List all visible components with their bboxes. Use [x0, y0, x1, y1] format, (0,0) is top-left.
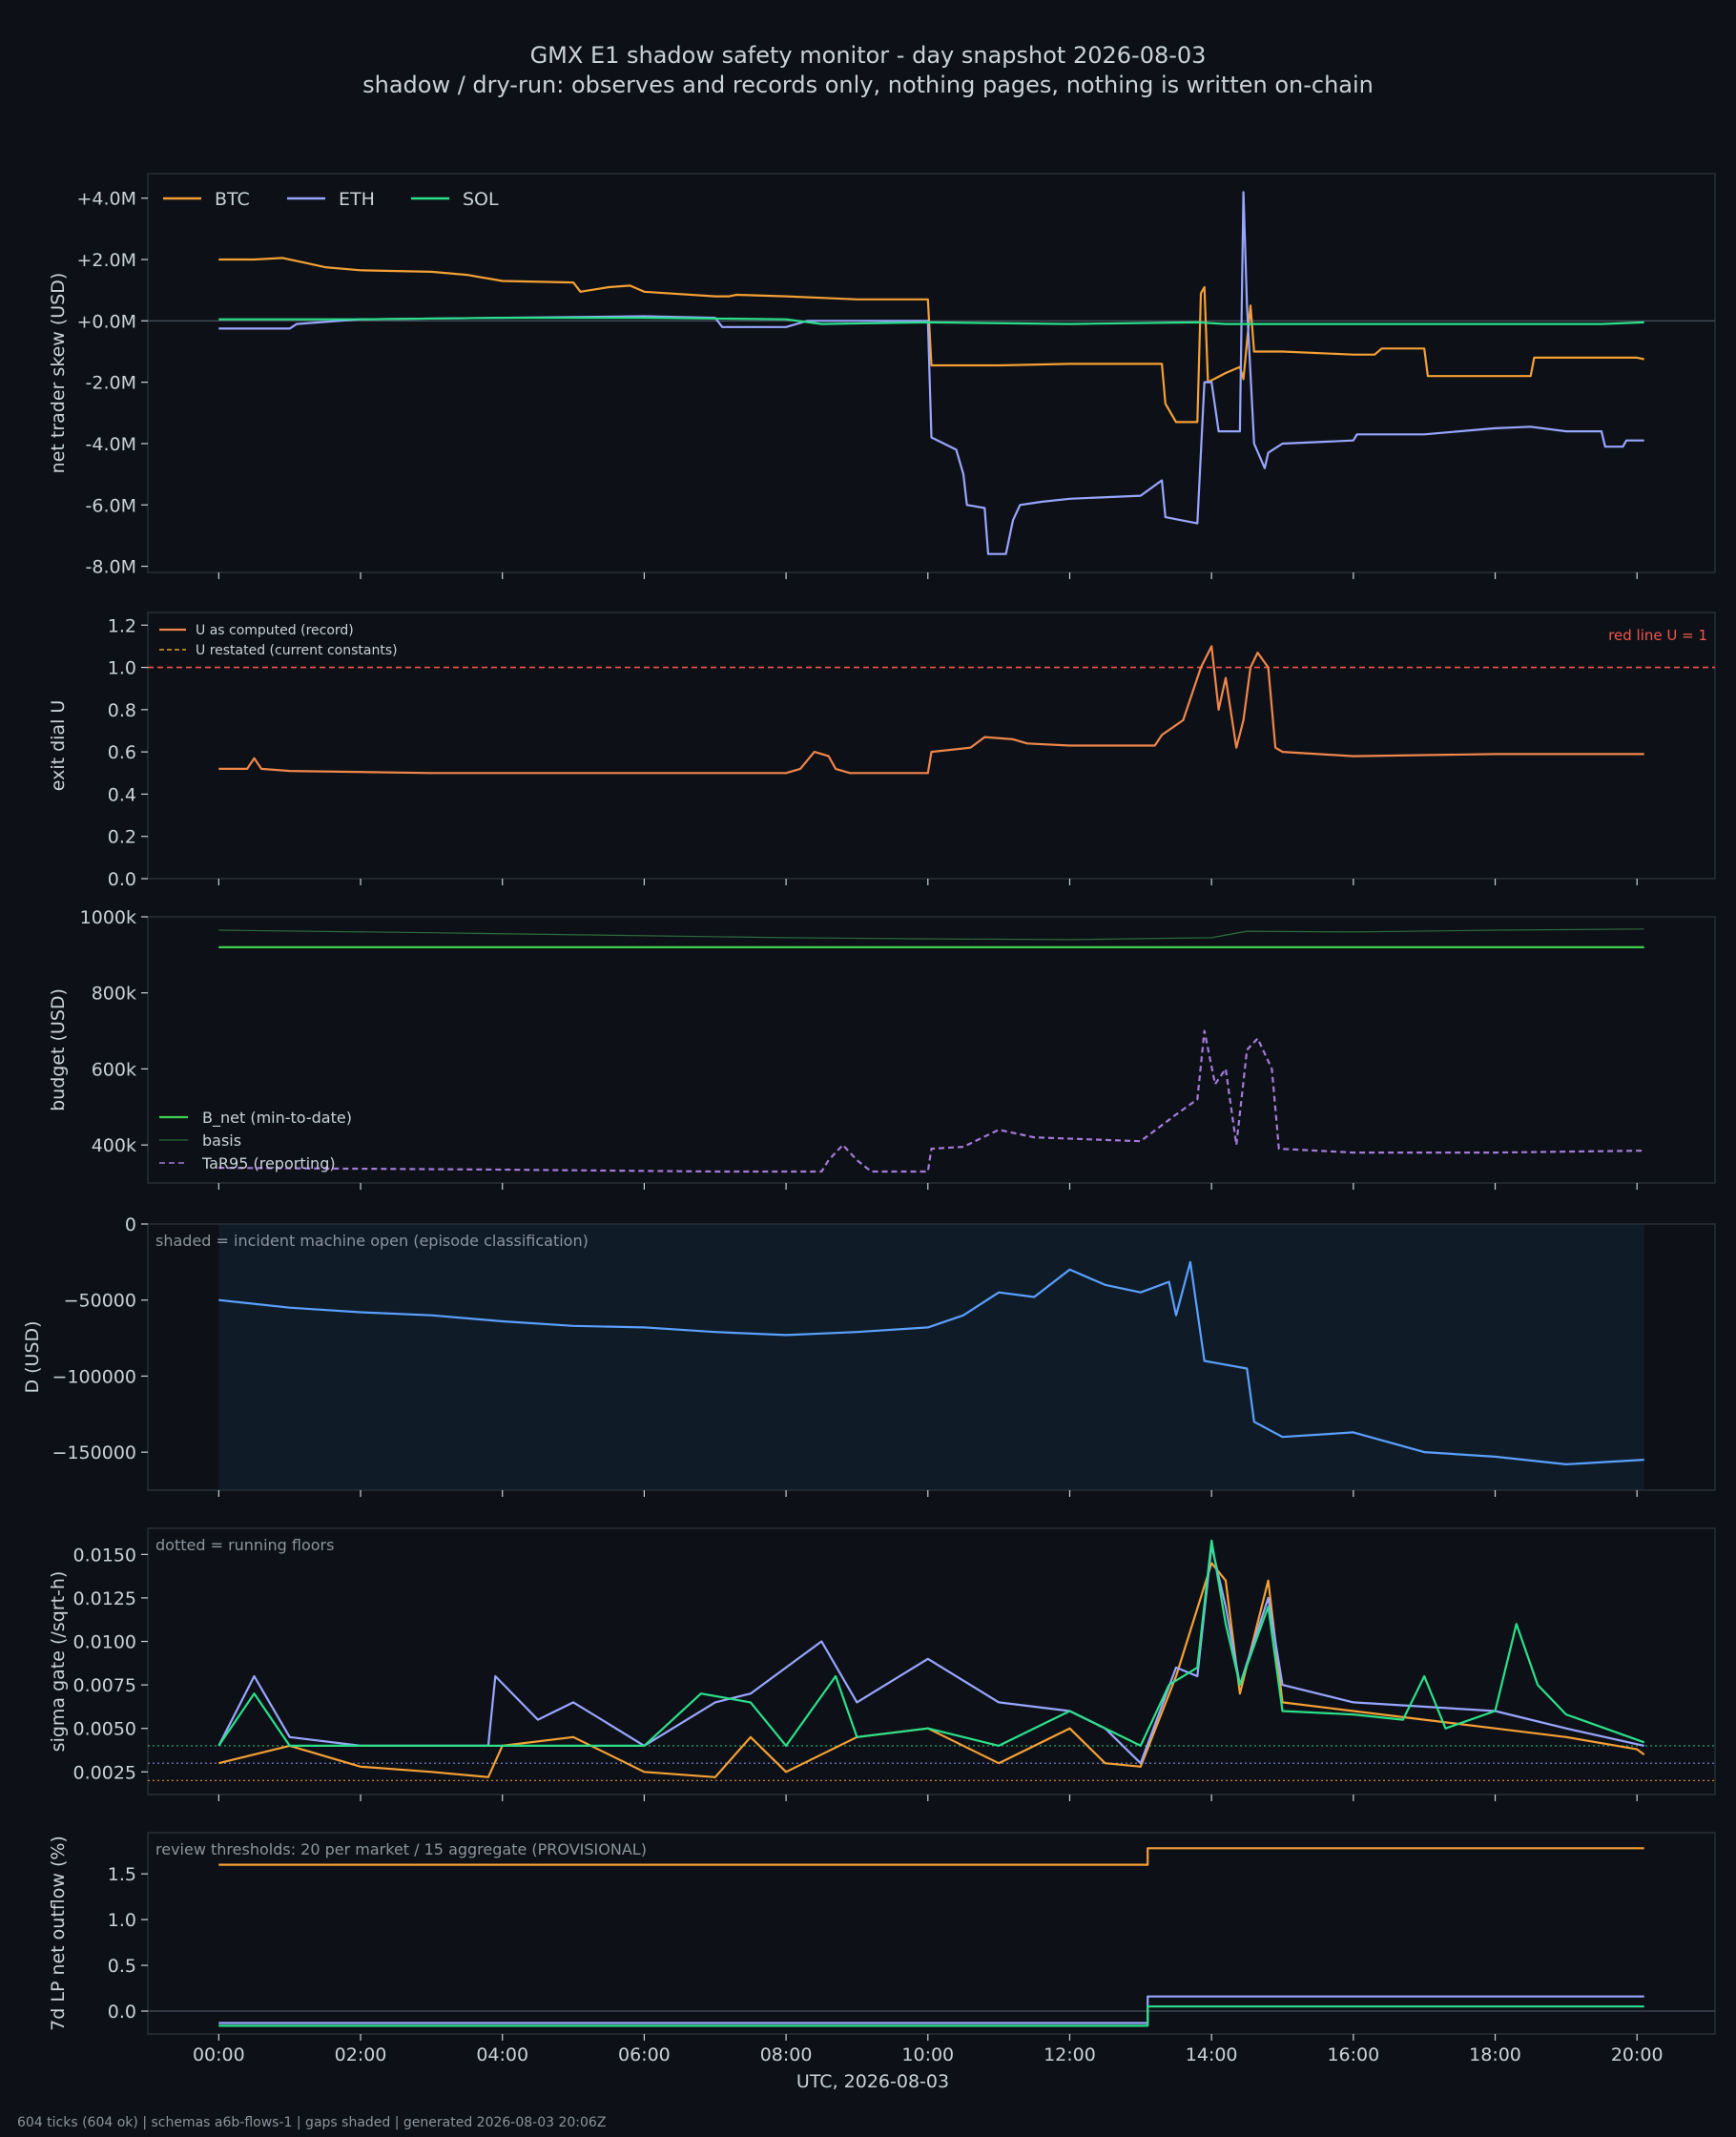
y-tick-label: 0	[125, 1214, 136, 1235]
y-axis-label: net trader skew (USD)	[48, 273, 69, 474]
series-eth	[218, 1995, 1644, 2024]
x-tick-label: 12:00	[1044, 2044, 1096, 2065]
series-sol	[217, 1539, 1645, 1748]
panel-lp: 1.5 1.0 0.5 0.0 00:00 02:00 04:00 06:00 08:00 10:…	[48, 1832, 1716, 2065]
panel-frame	[147, 1223, 1716, 1491]
x-tick-label: 16:00	[1327, 2044, 1379, 2065]
panel-frame	[147, 1527, 1716, 1795]
panel-frame	[147, 1832, 1716, 2035]
y-tick-label: 1.0	[108, 1910, 136, 1931]
figure-subtitle: shadow / dry-run: observes and records o…	[362, 72, 1374, 98]
legend-label: ETH	[339, 189, 375, 210]
y-tick-label: -2.0M	[86, 373, 136, 394]
x-tick-label: 06:00	[618, 2044, 671, 2065]
legend-label: basis	[202, 1131, 241, 1150]
x-tick-label: 08:00	[760, 2044, 813, 2065]
y-axis-label: sigma gate (/sqrt-h)	[48, 1571, 69, 1753]
y-tick-label: +4.0M	[76, 189, 136, 210]
y-tick-label: -4.0M	[86, 434, 136, 455]
y-tick-label: 0.0	[108, 2002, 136, 2023]
series-basis	[218, 928, 1644, 941]
y-tick-label: −150000	[52, 1442, 136, 1463]
y-tick-label: 0.0	[108, 869, 136, 890]
series-eth	[217, 1545, 1644, 1765]
y-tick-label: 600k	[92, 1059, 136, 1080]
legend-label: U restated (current constants)	[196, 643, 398, 658]
legend-label: B_net (min-to-date)	[202, 1109, 352, 1128]
y-axis-label: exit dial U	[48, 700, 69, 792]
panel-annotation: dotted = running floors	[155, 1536, 334, 1554]
y-tick-label: 400k	[92, 1135, 136, 1156]
panel-annotation: shaded = incident machine open (episode …	[155, 1232, 589, 1250]
series-d	[218, 1260, 1644, 1466]
red-line-annotation: red line U = 1	[1608, 627, 1707, 644]
x-tick-label: 14:00	[1186, 2044, 1238, 2065]
x-axis-label: UTC, 2026-08-03	[796, 2071, 949, 2092]
y-tick-label: +0.0M	[76, 311, 136, 332]
panel-budget: 1000k 800k 600k 400k budget (USD) B_net (min-…	[48, 907, 1716, 1190]
x-tick-label: 18:00	[1469, 2044, 1521, 2065]
y-tick-label: -6.0M	[86, 495, 136, 516]
x-tick-label: 20:00	[1611, 2044, 1664, 2065]
series-sol	[218, 317, 1644, 325]
legend-label: SOL	[463, 189, 499, 210]
y-tick-label: 0.0100	[73, 1632, 136, 1653]
incident-shade	[218, 1224, 1644, 1490]
y-tick-label: 0.5	[108, 1956, 136, 1977]
series-btc	[218, 1847, 1644, 1866]
series-tar95-reporting-	[218, 1029, 1644, 1173]
y-tick-label: 0.0150	[73, 1545, 136, 1566]
x-tick-label: 00:00	[193, 2044, 245, 2065]
y-tick-label: −100000	[52, 1366, 136, 1387]
series-eth	[218, 191, 1644, 555]
x-tick-label: 02:00	[335, 2044, 387, 2065]
y-tick-label: 1.0	[108, 658, 136, 679]
y-tick-label: 0.6	[108, 742, 136, 763]
panel-frame	[147, 173, 1716, 573]
y-tick-label: 800k	[92, 984, 136, 1005]
x-tick-label: 04:00	[476, 2044, 528, 2065]
y-axis-label: D (USD)	[22, 1320, 43, 1393]
panel-skew: +4.0M +2.0M +0.0M -2.0M -4.0M -6.0M -8.0M net t…	[48, 173, 1716, 579]
x-tick-label: 10:00	[901, 2044, 954, 2065]
legend-label: TaR95 (reporting)	[201, 1154, 336, 1172]
panel-sigma: 0.0150 0.0125 0.0100 0.0075 0.0050 0.0025sigm…	[48, 1527, 1716, 1801]
y-axis-label: 7d LP net outflow (%)	[48, 1836, 69, 2031]
series-u-as-computed-record-	[218, 645, 1644, 775]
y-axis-label: budget (USD)	[48, 988, 69, 1111]
y-tick-label: 0.4	[108, 784, 136, 805]
figure-title: GMX E1 shadow safety monitor - day snaps…	[530, 42, 1207, 69]
panel-d: 0 −50000 −100000 −150000 D (USD) shaded = inc…	[22, 1214, 1716, 1497]
footer-status: 604 ticks (604 ok) | schemas a6b-flows-1…	[17, 2115, 606, 2130]
series-btc	[218, 1562, 1645, 1778]
legend-label: BTC	[215, 189, 250, 210]
y-tick-label: 0.0125	[73, 1588, 136, 1609]
y-tick-label: 0.2	[108, 827, 136, 848]
panel-frame	[147, 612, 1716, 880]
legend-label: U as computed (record)	[196, 623, 354, 638]
y-tick-label: −50000	[64, 1291, 136, 1312]
y-tick-label: 0.8	[108, 700, 136, 721]
y-tick-label: 1000k	[80, 907, 136, 928]
y-tick-label: 0.0075	[73, 1675, 136, 1696]
panel-frame	[147, 916, 1716, 1184]
series-btc	[218, 257, 1644, 424]
y-tick-label: +2.0M	[76, 250, 136, 271]
y-tick-label: 0.0025	[73, 1762, 136, 1783]
panel-annotation: review thresholds: 20 per market / 15 ag…	[155, 1840, 647, 1858]
y-tick-label: 1.5	[108, 1864, 136, 1885]
panel-u: 1.2 1.0 0.8 0.6 0.4 0.2 0.0 exit dial U red line…	[48, 612, 1716, 890]
y-tick-label: -8.0M	[86, 557, 136, 578]
series-sol	[218, 2005, 1644, 2027]
y-tick-label: 0.0050	[73, 1719, 136, 1740]
y-tick-label: 1.2	[108, 615, 136, 636]
